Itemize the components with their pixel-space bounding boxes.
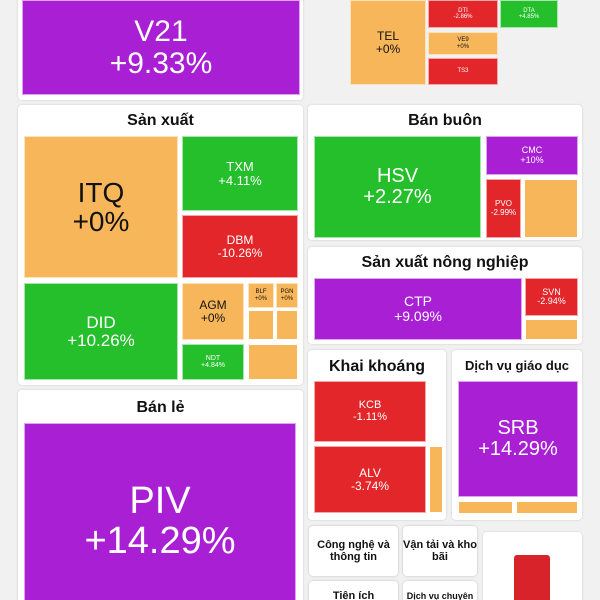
sector-panel: Dịch vụ giáo dục SRB +14.29% — [452, 350, 582, 520]
tile-change: +10% — [520, 154, 544, 165]
sector-card[interactable]: Vận tải và kho bãi — [403, 526, 477, 576]
sector-card[interactable]: Dịch vụ chuyên — [403, 581, 477, 600]
stock-tile[interactable]: VE9 +0% — [428, 32, 498, 55]
tile-change: -1.11% — [352, 410, 388, 423]
stock-tile[interactable]: ITQ +0% — [24, 136, 178, 278]
sector-card[interactable]: Tiện ích — [309, 581, 398, 600]
tile-ticker: SRB — [497, 417, 539, 439]
sector-panel: Bán buôn HSV +2.27% CMC +10% PVO -2.99% — [308, 105, 582, 240]
small-tiles — [248, 310, 274, 340]
tile-ticker: CMC — [521, 145, 543, 156]
tile-change: +14.29% — [478, 438, 558, 460]
tile-change: +4.84% — [201, 362, 225, 369]
stock-tile[interactable]: KCB -1.11% — [314, 381, 426, 442]
tile-change: -2.86% — [453, 14, 473, 20]
tile-change: -2.99% — [490, 207, 517, 217]
tile-ticker: PIV — [129, 479, 191, 522]
tile-change: +10.26% — [67, 330, 135, 350]
tile-ticker: DBM — [226, 232, 254, 247]
stock-tile[interactable]: TXM +4.11% — [182, 136, 298, 211]
tile-change: +9.33% — [109, 46, 213, 80]
tile-change: -10.26% — [217, 245, 263, 260]
stock-tile[interactable]: PIV +14.29% — [24, 423, 296, 600]
tile-ticker: TXM — [226, 158, 254, 174]
tile-ticker: NDT — [205, 354, 221, 362]
tile-change: +14.29% — [84, 519, 236, 562]
tile-change: +4.11% — [218, 172, 262, 188]
tile-ticker: SVN — [542, 286, 561, 297]
sector-title: Khai khoáng — [328, 358, 425, 375]
stock-tile[interactable]: PVO -2.99% — [486, 179, 521, 238]
small-tiles — [525, 319, 578, 340]
tile-ticker: KCB — [358, 398, 382, 411]
tile-change: -3.74% — [350, 478, 390, 493]
stock-tile[interactable]: ALV -3.74% — [314, 446, 426, 513]
sector-panel: Sản xuất ITQ +0% TXM +4.11% DBM -10.26% DID +10.… — [18, 105, 303, 385]
tile-ticker: V21 — [134, 15, 188, 48]
stock-tile[interactable]: DID +10.26% — [24, 283, 178, 380]
stock-tile[interactable]: DTI -2.86% — [428, 0, 498, 28]
tile-ticker: DTA — [523, 7, 535, 14]
stock-tile[interactable]: SVN -2.94% — [525, 278, 578, 316]
small-tiles — [524, 179, 578, 238]
stock-tile[interactable]: SRB +14.29% — [458, 381, 578, 497]
stock-tile[interactable]: TS3 — [428, 58, 498, 85]
stock-tile[interactable]: TEL +0% — [350, 0, 426, 85]
tile-ticker: TS3 — [457, 68, 469, 75]
tile-change: +0% — [280, 295, 294, 302]
sector-title: Dịch vụ giáo dục — [464, 358, 569, 373]
tile-ticker: PGN — [280, 289, 294, 296]
sector-title: Bán buôn — [408, 112, 482, 129]
tile-change: +2.27% — [363, 186, 432, 208]
stock-tile[interactable]: PGN +0% — [276, 283, 298, 308]
tile-ticker: ALV — [359, 465, 381, 480]
sector-title: Sản xuất nông nghiệp — [361, 254, 529, 271]
tile-ticker: HSV — [376, 165, 419, 187]
stock-tile[interactable]: CTP +9.09% — [314, 278, 522, 340]
tile-ticker: AGM — [199, 297, 227, 312]
stock-tile[interactable]: CMC +10% — [486, 136, 578, 175]
small-tiles — [429, 446, 443, 513]
small-tiles — [248, 344, 298, 380]
tile-change: +4.85% — [518, 14, 540, 20]
small-tiles — [276, 310, 298, 340]
tile-ticker: BLF — [255, 289, 267, 296]
small-tiles — [516, 501, 578, 514]
sector-panel: Khai khoáng KCB -1.11% ALV -3.74% — [308, 350, 446, 520]
small-tiles — [458, 501, 513, 514]
sector-title: Sản xuất — [127, 112, 194, 129]
stock-tile[interactable]: BLF +0% — [248, 283, 274, 308]
tile-ticker: TEL — [376, 28, 399, 43]
tile-change: +0% — [254, 295, 268, 302]
stock-tile[interactable]: DTA +4.85% — [500, 0, 558, 28]
tile-change: +0% — [200, 310, 226, 325]
logo-card — [483, 532, 582, 600]
tile-change: +9.09% — [394, 308, 442, 324]
stock-tile[interactable]: NDT +4.84% — [182, 344, 244, 380]
sector-panel: Sản xuất nông nghiệp CTP +9.09% SVN -2.94% — [308, 247, 582, 344]
stock-tile[interactable]: V21 +9.33% — [22, 0, 300, 95]
tile-ticker: PVO — [495, 199, 512, 209]
sector-card[interactable]: Công nghệ và thông tin — [309, 526, 398, 576]
tile-ticker: VE9 — [457, 37, 469, 44]
stock-tile[interactable]: HSV +2.27% — [314, 136, 481, 238]
tile-ticker: CTP — [404, 293, 432, 310]
tile-change: -2.94% — [537, 296, 566, 306]
tile-change: +0% — [375, 41, 401, 56]
tile-ticker: DID — [86, 312, 116, 332]
tile-change: +0% — [72, 206, 130, 237]
stock-tile[interactable]: AGM +0% — [182, 283, 244, 340]
sector-title: Bán lẻ — [136, 399, 185, 416]
tile-ticker: DTI — [458, 7, 468, 14]
logo-icon — [513, 554, 551, 600]
stock-tile[interactable]: DBM -10.26% — [182, 215, 298, 278]
tile-ticker: ITQ — [77, 176, 125, 208]
sector-panel: Bán lẻ PIV +14.29% — [18, 390, 303, 600]
sector-panel: V21 +9.33% TEL +0% DTI -2.86% VE9 +0% TS3 DTA +4.8… — [18, 0, 558, 100]
tile-change: +0% — [456, 43, 470, 50]
